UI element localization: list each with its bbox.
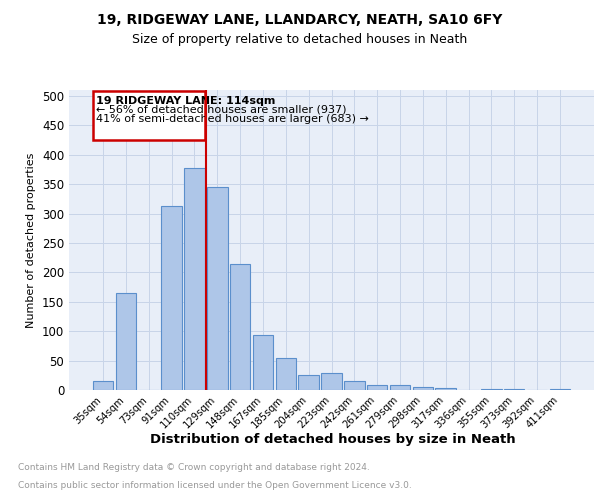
Bar xyxy=(481,389,502,390)
Text: 19, RIDGEWAY LANE, LLANDARCY, NEATH, SA10 6FY: 19, RIDGEWAY LANE, LLANDARCY, NEATH, SA1… xyxy=(97,12,503,26)
Text: Contains HM Land Registry data © Crown copyright and database right 2024.: Contains HM Land Registry data © Crown c… xyxy=(18,464,370,472)
Text: Distribution of detached houses by size in Neath: Distribution of detached houses by size … xyxy=(150,432,516,446)
Bar xyxy=(413,387,433,390)
FancyBboxPatch shape xyxy=(93,91,205,140)
Text: Contains public sector information licensed under the Open Government Licence v3: Contains public sector information licen… xyxy=(18,481,412,490)
Bar xyxy=(116,293,136,390)
Bar xyxy=(344,381,365,390)
Bar xyxy=(184,168,205,390)
Y-axis label: Number of detached properties: Number of detached properties xyxy=(26,152,37,328)
Text: Size of property relative to detached houses in Neath: Size of property relative to detached ho… xyxy=(133,32,467,46)
Bar xyxy=(207,187,227,390)
Bar xyxy=(321,373,342,390)
Bar xyxy=(93,380,113,390)
Bar xyxy=(161,206,182,390)
Bar xyxy=(298,376,319,390)
Text: ← 56% of detached houses are smaller (937): ← 56% of detached houses are smaller (93… xyxy=(95,104,346,115)
Bar xyxy=(275,358,296,390)
Bar xyxy=(367,384,388,390)
Bar xyxy=(253,336,273,390)
Bar xyxy=(436,388,456,390)
Text: 19 RIDGEWAY LANE: 114sqm: 19 RIDGEWAY LANE: 114sqm xyxy=(95,96,275,106)
Bar xyxy=(230,264,250,390)
Bar xyxy=(390,386,410,390)
Text: 41% of semi-detached houses are larger (683) →: 41% of semi-detached houses are larger (… xyxy=(95,114,368,124)
